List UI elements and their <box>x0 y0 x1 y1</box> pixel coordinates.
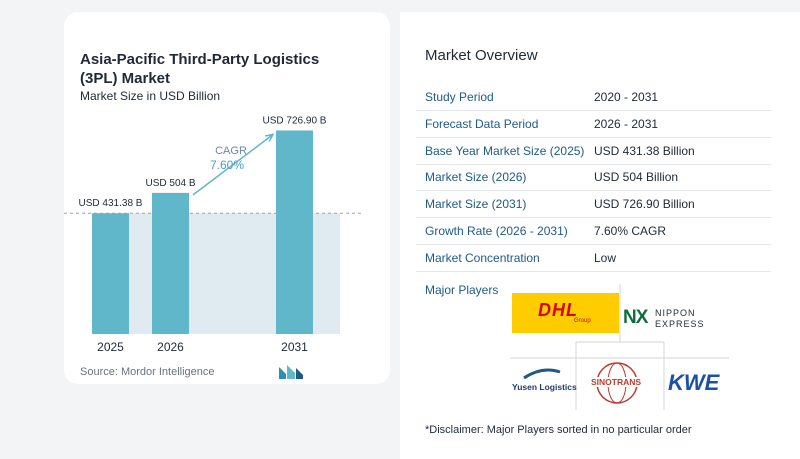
overview-row-value: 2020 - 2031 <box>594 90 659 104</box>
chart-subtitle: Market Size in USD Billion <box>80 89 221 103</box>
bar-2026 <box>152 192 189 334</box>
overview-title: Market Overview <box>425 47 538 64</box>
overview-row-label: Growth Rate (2026 - 2031) <box>425 224 568 238</box>
overview-row: Base Year Market Size (2025) USD 431.38 B… <box>416 138 771 165</box>
overview-row-value: USD 726.90 Billion <box>594 197 695 212</box>
kwe-logo: KWE <box>668 370 720 395</box>
overview-row: Market Size (2026) USD 504 Billion <box>416 164 771 192</box>
bar-2025 <box>92 213 129 334</box>
yusen-logistics-logo: Yusen Logistics <box>512 368 577 396</box>
bar-2031 <box>276 130 313 334</box>
overview-row: Growth Rate (2026 - 2031) 7.60% CAGR <box>416 218 771 245</box>
overview-row-label: Market Size (2031) <box>425 197 527 212</box>
overview-row-value: USD 504 Billion <box>594 170 679 185</box>
overview-row-value: USD 431.38 Billion <box>594 143 695 158</box>
overview-row-label: Forecast Data Period <box>425 116 539 131</box>
bar-value-label: USD 726.90 B <box>263 115 327 126</box>
overview-row: Market Size (2031) USD 726.90 Billion <box>416 191 771 219</box>
overview-row-label: Market Concentration <box>425 250 540 265</box>
x-tick-label: 2025 <box>97 340 124 354</box>
chart-title: Asia-Pacific Third-Party Logistics (3PL)… <box>80 51 320 87</box>
overview-row: Study Period 2020 - 2031 <box>416 84 771 111</box>
source-note: Source: Mordor Intelligence <box>80 366 215 378</box>
overview-row-label: Base Year Market Size (2025) <box>425 143 585 158</box>
overview-row-label: Study Period <box>425 90 494 104</box>
disclaimer-note: *Disclaimer: Major Players sorted in no … <box>425 424 692 436</box>
cagr-value: 7.60% <box>210 158 244 172</box>
overview-row-value: Low <box>594 250 617 265</box>
dhl-logo: DHL Group <box>512 293 619 333</box>
bar-chart: USD 431.38 B 2025 USD 504 B 2026 USD 726.90 … <box>64 115 364 354</box>
players-grid-lines <box>510 284 729 410</box>
cagr-arrow-head <box>265 133 275 142</box>
cagr-label: CAGR <box>215 145 247 157</box>
sinotrans-logo: SINOTRANS <box>590 358 643 408</box>
bar-value-label: USD 431.38 B <box>79 198 143 209</box>
yusen-swoosh-icon <box>523 368 561 380</box>
nippon-express-logo: NX NIPPON EXPRESS <box>623 307 705 329</box>
overview-row: Forecast Data Period 2026 - 2031 <box>416 111 771 138</box>
overview-row-value: 2026 - 2031 <box>594 116 659 131</box>
cagr-arrow-line <box>192 133 274 196</box>
major-players-label: Major Players <box>425 283 499 297</box>
overview-row-value: 7.60% CAGR <box>594 224 667 238</box>
overview-row: Market Concentration Low <box>416 245 771 272</box>
overview-row-label: Market Size (2026) <box>425 170 527 185</box>
bar-value-label: USD 504 B <box>145 178 195 189</box>
x-tick-label: 2026 <box>157 340 184 354</box>
mordor-logo-icon <box>279 365 303 379</box>
x-tick-label: 2031 <box>281 340 308 354</box>
